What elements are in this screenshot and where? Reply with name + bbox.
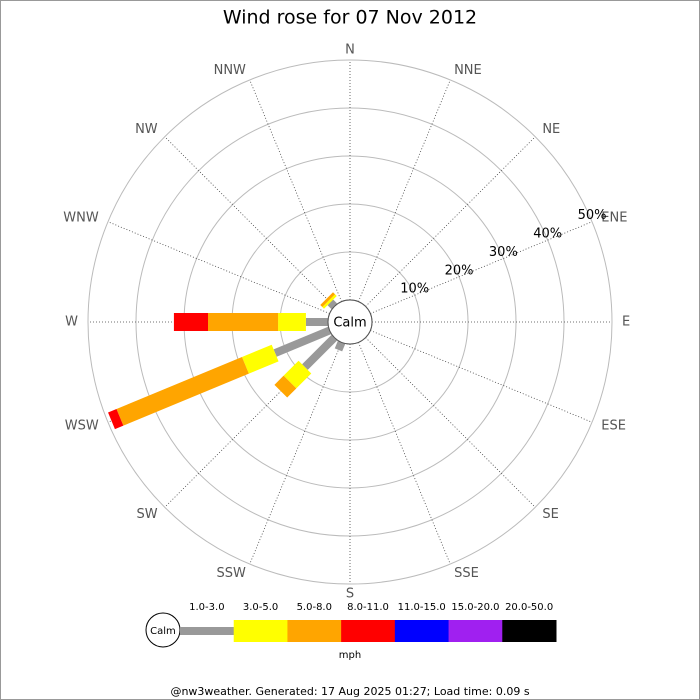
- direction-label: NE: [542, 122, 560, 137]
- direction-label: SE: [542, 507, 558, 522]
- bar-segment: [273, 326, 332, 357]
- spoke: [365, 136, 536, 307]
- spoke: [249, 342, 342, 565]
- bar-segment: [302, 334, 338, 370]
- spoke: [249, 79, 342, 302]
- bar-segment: [327, 299, 338, 310]
- direction-label: SSE: [454, 566, 479, 581]
- ring-label: 20%: [445, 263, 474, 278]
- bar-segment: [241, 344, 279, 374]
- legend-swatch: [341, 620, 396, 642]
- spoke: [107, 221, 330, 314]
- direction-label: NNE: [454, 63, 482, 78]
- legend-swatch: [180, 627, 235, 635]
- footer: @nw3weather. Generated: 17 Aug 2025 01:2…: [170, 685, 529, 698]
- direction-label: E: [622, 315, 630, 330]
- legend-swatch: [448, 620, 503, 642]
- direction-label: ESE: [601, 419, 626, 434]
- legend-label: 8.0-11.0: [347, 602, 389, 613]
- bar-segment: [274, 375, 297, 398]
- ring-label: 50%: [578, 208, 607, 223]
- bar-segment: [173, 313, 208, 331]
- calm-circle-top: [327, 299, 373, 345]
- direction-label: NNW: [214, 63, 246, 78]
- direction-label: N: [345, 43, 355, 58]
- bar-segment: [278, 313, 306, 331]
- legend-label: 3.0-5.0: [243, 602, 278, 613]
- direction-label: WNW: [63, 210, 99, 225]
- legend-calm-label: Calm: [150, 626, 176, 637]
- bar-segment: [322, 294, 337, 309]
- direction-label: ENE: [601, 210, 627, 225]
- direction-label: SW: [137, 507, 158, 522]
- legend-swatch: [233, 620, 288, 642]
- legend-unit: mph: [339, 650, 361, 661]
- ring: [87, 59, 613, 585]
- direction-label: S: [346, 587, 354, 602]
- ring-label: 30%: [489, 245, 518, 260]
- legend-label: 15.0-20.0: [451, 602, 499, 613]
- bar-segment: [283, 360, 312, 389]
- spoke: [365, 337, 536, 508]
- calm-label: Calm: [333, 316, 366, 331]
- ring-label: 10%: [400, 282, 429, 297]
- spoke: [370, 221, 593, 314]
- bar-segment: [334, 340, 346, 352]
- legend-swatch: [502, 620, 557, 642]
- direction-label: W: [65, 315, 78, 330]
- bar-segment: [320, 292, 336, 308]
- bar-segment: [108, 408, 124, 430]
- chart-title: Wind rose for 07 Nov 2012: [223, 7, 477, 29]
- direction-label: WSW: [65, 419, 99, 434]
- legend-label: 1.0-3.0: [189, 602, 224, 613]
- legend-label: 5.0-8.0: [297, 602, 332, 613]
- legend-label: 11.0-15.0: [398, 602, 446, 613]
- legend-swatch: [394, 620, 450, 642]
- bar-segment: [208, 313, 279, 331]
- direction-label: NW: [135, 122, 158, 137]
- bar-segment: [305, 318, 328, 326]
- legend-swatch: [287, 620, 342, 642]
- bar-segment: [116, 357, 249, 426]
- spoke: [358, 342, 451, 565]
- direction-label: SSW: [217, 566, 247, 581]
- ring-label: 40%: [533, 227, 562, 242]
- legend-label: 20.0-50.0: [505, 602, 553, 613]
- spoke: [164, 136, 335, 307]
- spoke: [358, 79, 451, 302]
- spoke: [370, 330, 593, 423]
